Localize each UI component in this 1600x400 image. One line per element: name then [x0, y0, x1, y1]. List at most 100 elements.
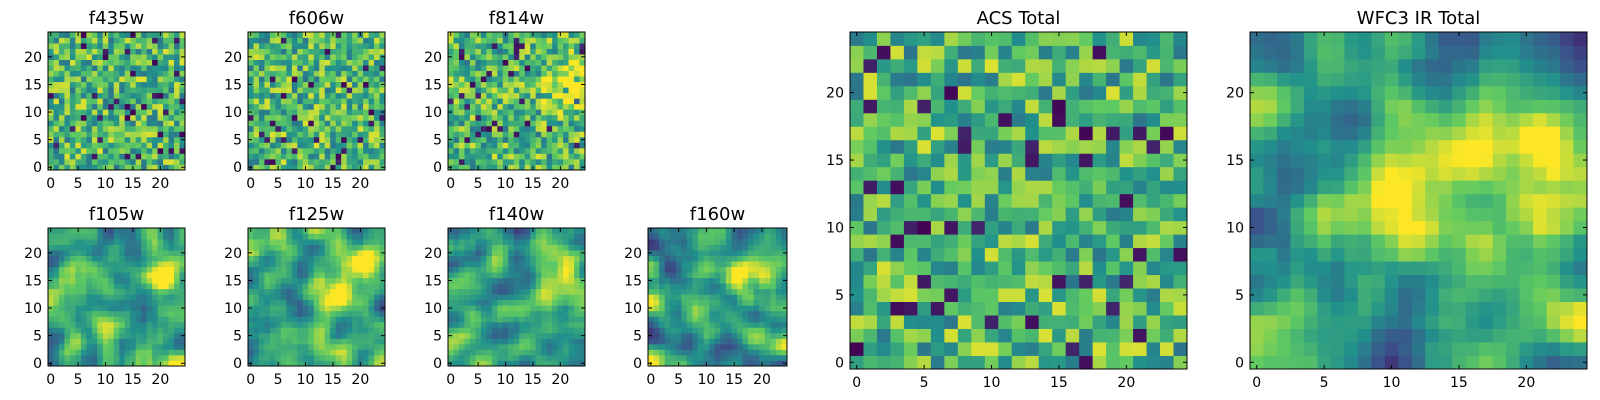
heatmap-cell	[91, 360, 98, 367]
heatmap-cell	[480, 32, 487, 38]
heatmap-cell	[890, 234, 905, 249]
heatmap-cell	[850, 355, 864, 370]
heatmap-cell	[130, 54, 137, 60]
heatmap-cell	[568, 327, 575, 334]
heatmap-cell	[341, 321, 348, 328]
heatmap-cell	[513, 266, 520, 273]
heatmap-cell	[368, 158, 375, 165]
heatmap-cell	[179, 147, 186, 154]
heatmap-cell	[736, 255, 743, 262]
heatmap-cell	[557, 332, 564, 339]
heatmap-cell	[86, 283, 93, 290]
heatmap-cell	[168, 327, 175, 334]
heatmap-cell	[163, 310, 169, 317]
heatmap-cell	[464, 288, 471, 295]
heatmap-cell	[108, 164, 115, 171]
heatmap-cell	[491, 92, 498, 99]
heatmap-cell	[574, 136, 580, 143]
heatmap-cell	[97, 310, 104, 317]
heatmap-cell	[971, 193, 986, 208]
heatmap-cell	[168, 54, 175, 60]
heatmap-cell	[275, 120, 282, 127]
heatmap-cell	[764, 321, 771, 328]
heatmap-cell	[764, 244, 771, 251]
heatmap-cell	[346, 277, 353, 284]
heatmap-cell	[248, 321, 254, 328]
heatmap-cell	[264, 283, 271, 290]
heatmap-cell	[475, 136, 482, 143]
heatmap-cell	[448, 48, 454, 55]
heatmap-cell	[703, 277, 710, 284]
heatmap-cell	[579, 43, 586, 49]
heatmap-cell	[363, 103, 369, 110]
y-tick-label: 0	[33, 160, 42, 176]
heatmap-cell	[64, 76, 71, 83]
heatmap-cell	[850, 301, 864, 316]
heatmap-cell	[692, 360, 699, 367]
heatmap-cell	[513, 250, 520, 256]
heatmap-cell	[179, 321, 186, 328]
heatmap-cell	[742, 332, 749, 339]
heatmap-cell	[124, 32, 131, 38]
heatmap-cell	[168, 103, 175, 110]
heatmap-cell	[102, 65, 109, 72]
heatmap-cell	[574, 266, 580, 273]
heatmap-cell	[1119, 220, 1134, 235]
heatmap-cell	[313, 153, 320, 160]
heatmap-cell	[653, 343, 660, 350]
heatmap-cell	[80, 76, 87, 83]
heatmap-cell	[546, 310, 553, 317]
heatmap-cell	[346, 65, 353, 72]
heatmap-cell	[491, 239, 498, 245]
x-tick-label: 0	[446, 176, 455, 192]
heatmap-cell	[453, 125, 460, 132]
heatmap-cell	[280, 54, 287, 60]
heatmap-cell	[775, 299, 782, 306]
y-tick-label: 5	[433, 133, 442, 149]
heatmap-cell	[664, 360, 671, 367]
heatmap-cell	[458, 158, 465, 165]
heatmap-cell	[546, 131, 553, 138]
heatmap-cell	[368, 272, 375, 279]
heatmap-cell	[530, 136, 537, 143]
heatmap-cell	[1106, 315, 1120, 329]
heatmap-cell	[535, 76, 542, 83]
heatmap-cell	[664, 294, 671, 301]
heatmap-cell	[269, 305, 276, 312]
heatmap-cell	[453, 338, 460, 345]
heatmap-cell	[890, 261, 905, 276]
heatmap-cell	[480, 354, 487, 361]
heatmap-cell	[357, 131, 364, 138]
heatmap-cell	[890, 193, 905, 208]
heatmap-cell	[448, 43, 454, 49]
heatmap-cell	[130, 125, 137, 132]
heatmap-cell	[48, 92, 54, 99]
heatmap-cell	[541, 70, 548, 77]
heatmap-cell	[313, 299, 320, 306]
heatmap-cell	[286, 316, 293, 323]
heatmap-cell	[464, 354, 471, 361]
heatmap-cell	[275, 255, 282, 262]
heatmap-cell	[546, 332, 553, 339]
heatmap-cell	[453, 228, 460, 234]
heatmap-cell	[253, 332, 260, 339]
heatmap-cell	[253, 54, 260, 60]
heatmap-cell	[297, 255, 304, 262]
heatmap-cell	[448, 125, 454, 132]
heatmap-cell	[135, 305, 142, 312]
heatmap-cell	[80, 164, 87, 171]
heatmap-cell	[681, 299, 688, 306]
heatmap-cell	[546, 272, 553, 279]
heatmap-cell	[579, 48, 586, 55]
heatmap-cell	[335, 164, 342, 171]
heatmap-cell	[64, 43, 71, 49]
heatmap-cell	[302, 283, 309, 290]
heatmap-cell	[753, 327, 760, 334]
heatmap-cell	[563, 164, 569, 171]
heatmap-cell	[469, 299, 476, 306]
heatmap-cell	[174, 92, 180, 99]
heatmap-cell	[469, 164, 476, 171]
heatmap-cell	[124, 354, 131, 361]
heatmap-cell	[1025, 355, 1040, 370]
heatmap-cell	[91, 233, 98, 240]
